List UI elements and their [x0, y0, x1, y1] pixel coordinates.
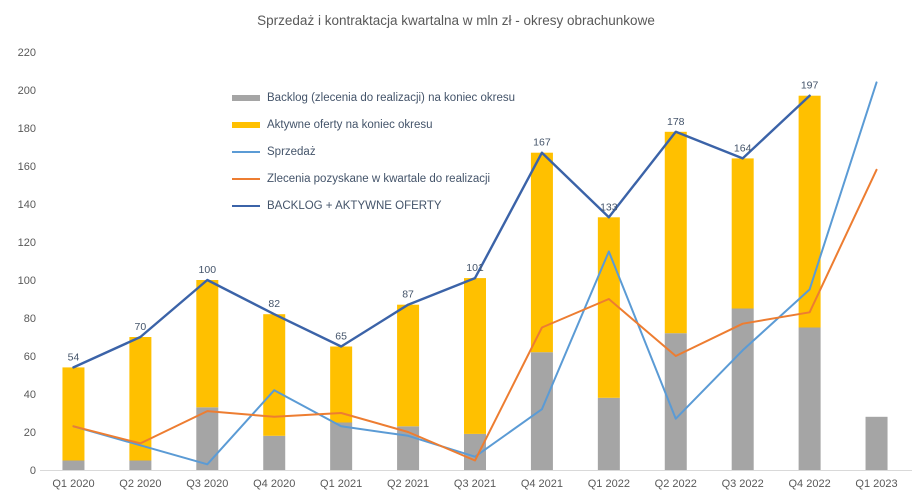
total-data-label: 101 [466, 262, 484, 274]
bar-offers-Q1-2021 [330, 346, 353, 423]
bar-backlog-Q1-2020 [62, 460, 85, 470]
total-data-label: 178 [667, 116, 685, 128]
legend-swatch-backlog [232, 95, 260, 101]
y-axis-tick-label: 80 [24, 313, 36, 325]
legend-label-sales: Sprzedaż [267, 146, 316, 158]
y-axis-tick-label: 40 [24, 389, 36, 401]
bar-backlog-Q2-2020 [129, 460, 152, 470]
total-data-label: 197 [801, 80, 819, 92]
x-axis-category-label: Q3 2020 [186, 478, 228, 490]
x-axis-category-label: Q1 2023 [855, 478, 897, 490]
bar-backlog-Q2-2022 [664, 333, 687, 470]
total-data-label: 54 [68, 351, 80, 363]
legend-item-total: BACKLOG + AKTYWNE OFERTY [232, 199, 515, 213]
x-axis-category-label: Q1 2022 [588, 478, 630, 490]
legend-label-offers: Aktywne oferty na koniec okresu [267, 119, 433, 131]
legend-item-sales: Sprzedaż [232, 145, 515, 159]
total-data-label: 133 [600, 201, 618, 213]
legend-swatch-offers [232, 122, 260, 128]
legend-label-total: BACKLOG + AKTYWNE OFERTY [267, 200, 442, 212]
y-axis-tick-label: 200 [18, 85, 36, 97]
legend-label-backlog: Backlog (zlecenia do realizacji) na koni… [267, 92, 516, 104]
total-data-label: 87 [402, 289, 414, 301]
legend-item-backlog: Backlog (zlecenia do realizacji) na koni… [232, 91, 515, 105]
bar-backlog-Q3-2022 [731, 308, 754, 470]
bar-backlog-Q1-2021 [330, 422, 353, 470]
total-data-label: 82 [268, 298, 280, 310]
legend-swatch-sales [232, 151, 260, 153]
bar-offers-Q2-2020 [129, 337, 152, 461]
bar-offers-Q2-2022 [664, 131, 687, 334]
bar-offers-Q3-2020 [196, 280, 219, 408]
y-axis-tick-label: 180 [18, 123, 36, 135]
bar-backlog-Q3-2021 [464, 433, 486, 470]
bar-offers-Q4-2020 [263, 314, 286, 436]
bar-backlog-Q4-2020 [263, 435, 286, 470]
x-axis-category-label: Q1 2021 [320, 478, 362, 490]
total-data-label: 65 [335, 331, 347, 343]
legend-item-offers: Aktywne oferty na koniec okresu [232, 118, 515, 132]
x-axis-category-label: Q4 2020 [253, 478, 295, 490]
bar-offers-Q2-2021 [397, 304, 420, 427]
legend-swatch-total [232, 205, 260, 207]
total-data-label: 164 [734, 142, 752, 154]
bar-backlog-Q4-2022 [798, 327, 821, 470]
y-axis-tick-label: 160 [18, 161, 36, 173]
x-axis-category-label: Q4 2021 [521, 478, 563, 490]
bar-offers-Q3-2021 [464, 278, 486, 434]
x-axis-category-label: Q3 2021 [454, 478, 496, 490]
x-axis-category-label: Q2 2021 [387, 478, 429, 490]
total-line [72, 94, 811, 369]
legend-label-orders: Zlecenia pozyskane w kwartale do realiza… [267, 173, 491, 185]
bar-backlog-Q1-2023 [865, 416, 888, 470]
y-axis-tick-label: 120 [18, 237, 36, 249]
y-axis-tick-label: 20 [24, 427, 36, 439]
legend-swatch-orders [232, 178, 260, 180]
y-axis-tick-label: 60 [24, 351, 36, 363]
chart-title: Sprzedaż i kontraktacja kwartalna w mln … [257, 13, 655, 28]
y-axis-tick-label: 0 [30, 465, 36, 477]
bar-offers-Q1-2022 [597, 217, 620, 398]
bar-backlog-Q3-2020 [196, 407, 219, 470]
x-axis-category-label: Q2 2020 [119, 478, 161, 490]
y-axis-tick-label: 220 [18, 47, 36, 59]
legend-item-orders: Zlecenia pozyskane w kwartale do realiza… [232, 172, 515, 186]
bar-offers-Q1-2020 [62, 367, 85, 461]
sales-line [72, 81, 878, 466]
bar-offers-Q3-2022 [731, 158, 754, 309]
total-data-label: 167 [533, 137, 551, 149]
x-axis-category-label: Q3 2022 [722, 478, 764, 490]
x-axis-category-label: Q2 2022 [655, 478, 697, 490]
orders-line [72, 168, 878, 462]
y-axis-tick-label: 140 [18, 199, 36, 211]
x-axis-category-label: Q4 2022 [789, 478, 831, 490]
y-axis-tick-label: 100 [18, 275, 36, 287]
total-data-label: 100 [199, 264, 217, 276]
bar-offers-Q4-2021 [530, 152, 553, 353]
bar-backlog-Q4-2021 [530, 352, 553, 470]
bar-backlog-Q1-2022 [597, 397, 620, 470]
bar-offers-Q4-2022 [798, 95, 821, 328]
total-data-label: 70 [135, 321, 147, 333]
chart-legend: Backlog (zlecenia do realizacji) na koni… [232, 91, 515, 213]
x-axis-category-label: Q1 2020 [52, 478, 94, 490]
